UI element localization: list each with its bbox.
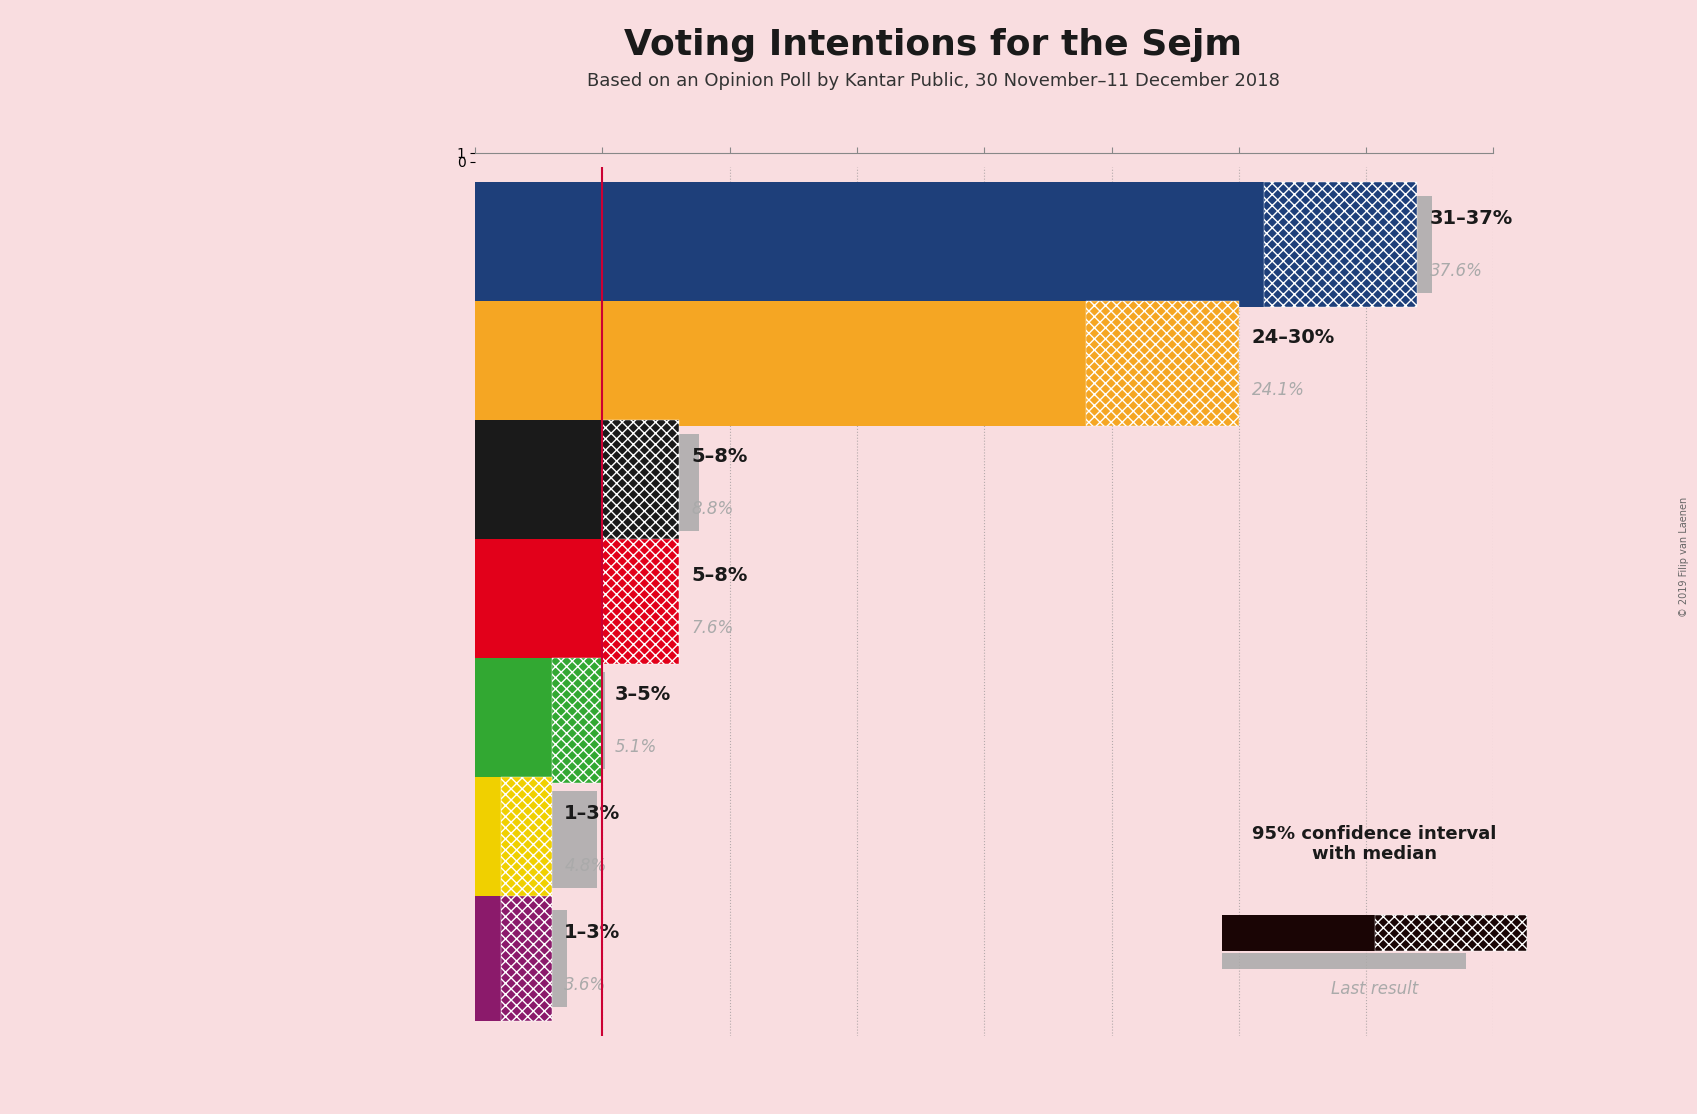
Bar — [475, 897, 501, 1020]
Text: Voting Intentions for the Sejm: Voting Intentions for the Sejm — [624, 28, 1242, 62]
Bar — [501, 778, 552, 902]
Text: 95% confidence interval
with median: 95% confidence interval with median — [1252, 824, 1497, 863]
Bar — [1086, 301, 1239, 426]
Bar — [475, 196, 1432, 293]
Text: 37.6%: 37.6% — [1429, 262, 1483, 280]
Bar — [1375, 916, 1527, 951]
Bar — [475, 658, 552, 783]
Text: 24–30%: 24–30% — [1251, 328, 1336, 346]
Text: 24.1%: 24.1% — [1251, 381, 1305, 399]
Text: 3–5%: 3–5% — [614, 685, 672, 704]
Text: 1–3%: 1–3% — [563, 804, 621, 823]
Bar — [475, 672, 604, 769]
Bar — [475, 301, 1086, 426]
Bar — [1264, 183, 1417, 306]
Text: 3.6%: 3.6% — [563, 976, 606, 994]
Bar — [475, 910, 567, 1007]
Bar — [501, 897, 552, 1020]
Text: 7.6%: 7.6% — [692, 618, 733, 637]
Bar — [1222, 916, 1375, 951]
Text: 5.1%: 5.1% — [614, 737, 657, 755]
Text: Last result: Last result — [1330, 980, 1419, 998]
Bar — [475, 778, 501, 902]
Bar — [475, 791, 597, 888]
Bar — [475, 539, 602, 664]
Text: 4.8%: 4.8% — [563, 857, 606, 874]
Text: © 2019 Filip van Laenen: © 2019 Filip van Laenen — [1678, 497, 1689, 617]
Bar — [475, 420, 602, 545]
Bar — [475, 554, 669, 649]
Bar — [1222, 952, 1466, 969]
Text: 1–3%: 1–3% — [563, 924, 621, 942]
Text: 8.8%: 8.8% — [692, 500, 733, 518]
Bar — [475, 434, 699, 531]
Text: 31–37%: 31–37% — [1429, 208, 1514, 227]
Text: Based on an Opinion Poll by Kantar Public, 30 November–11 December 2018: Based on an Opinion Poll by Kantar Publi… — [587, 72, 1280, 90]
Bar — [475, 315, 1089, 412]
Bar — [602, 539, 679, 664]
Bar — [602, 420, 679, 545]
Text: 5–8%: 5–8% — [692, 447, 748, 466]
Text: 5–8%: 5–8% — [692, 566, 748, 585]
Bar — [475, 183, 1264, 306]
Bar — [552, 658, 602, 783]
